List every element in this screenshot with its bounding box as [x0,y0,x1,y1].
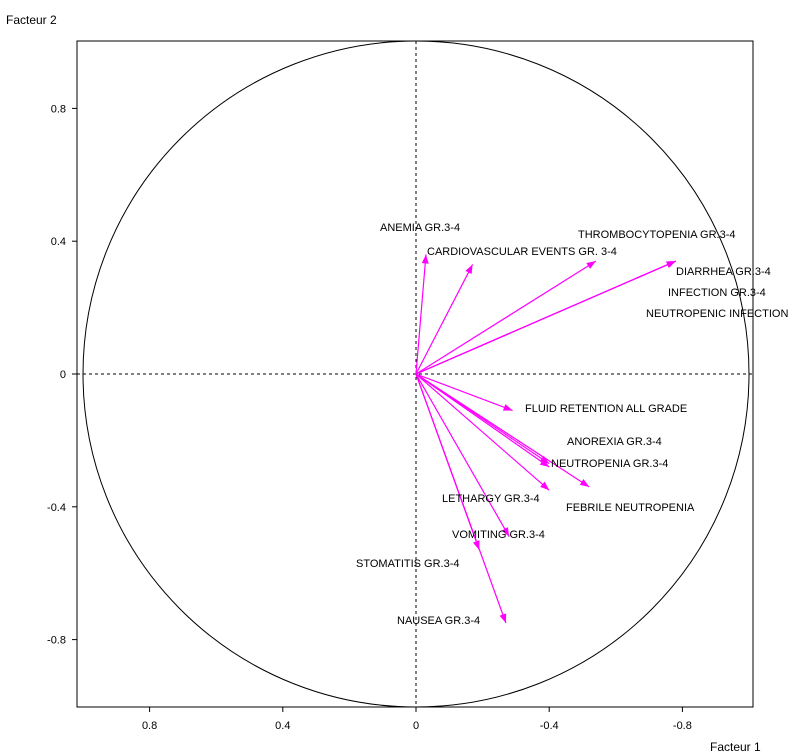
variable-arrow [415,373,513,412]
y-tick-label: -0.4 [47,502,66,514]
y-tick-label: -0.8 [47,635,66,647]
x-tick-label: 0.4 [275,720,290,732]
variable-arrow [415,373,550,491]
variable-arrow [415,264,474,375]
arrow-head [586,261,596,269]
y-tick-label: 0 [60,369,66,381]
arrow-head [501,527,510,537]
arrow-head [499,613,507,623]
variable-label: THROMBOCYTOPENIA GR.3-4 [578,229,736,241]
variable-arrow [415,254,427,375]
arrow-head [465,264,473,275]
variable-label: ANOREXIA GR.3-4 [567,436,662,448]
arrow-head [472,540,480,550]
variable-arrow [415,260,597,375]
x-tick-label: 0.8 [142,720,157,732]
variable-arrow [415,373,550,468]
arrow-head [539,458,550,467]
y-axis-label: Facteur 2 [6,13,57,27]
variable-arrow [415,373,510,537]
variable-label: DIARRHEA GR.3-4 [676,266,771,278]
variable-label: NEUTROPENIA GR.3-4 [551,458,668,470]
variable-label: FEBRILE NEUTROPENIA [566,502,695,514]
variable-arrows [415,254,676,624]
variable-label: NAUSEA GR.3-4 [397,615,480,627]
variable-label: FLUID RETENTION ALL GRADE [525,403,687,415]
y-ticks: 0.8 0.4 0 -0.4 -0.8 [47,103,77,647]
x-tick-label: 0 [413,720,419,732]
arrow-head [502,404,513,411]
y-tick-label: 0.8 [51,103,66,115]
x-ticks: 0.8 0.4 0 -0.4 -0.8 [142,707,692,732]
y-tick-label: 0.4 [51,236,66,248]
variable-label: VOMITING GR.3-4 [452,529,545,541]
arrow-head [666,261,676,268]
variable-label: STOMATITIS GR.3-4 [356,558,460,570]
x-axis-label: Facteur 1 [710,740,761,754]
variable-label: INFECTION GR.3-4 [668,287,766,299]
variable-labels: ANEMIA GR.3-4 CARDIOVASCULAR EVENTS GR. 3… [356,222,788,627]
variable-arrow [415,373,590,488]
variable-arrow [415,260,676,375]
variable-label: NEUTROPENIC INFECTION [646,308,788,320]
variable-label: ANEMIA GR.3-4 [380,222,460,234]
variable-arrow [415,373,507,624]
x-tick-label: -0.8 [673,720,692,732]
variable-label: LETHARGY GR.3-4 [442,493,540,505]
x-tick-label: -0.4 [540,720,559,732]
arrow-head [540,481,550,491]
arrow-head [579,479,590,487]
variable-label: CARDIOVASCULAR EVENTS GR. 3-4 [427,246,617,258]
arrow-head [421,254,429,264]
